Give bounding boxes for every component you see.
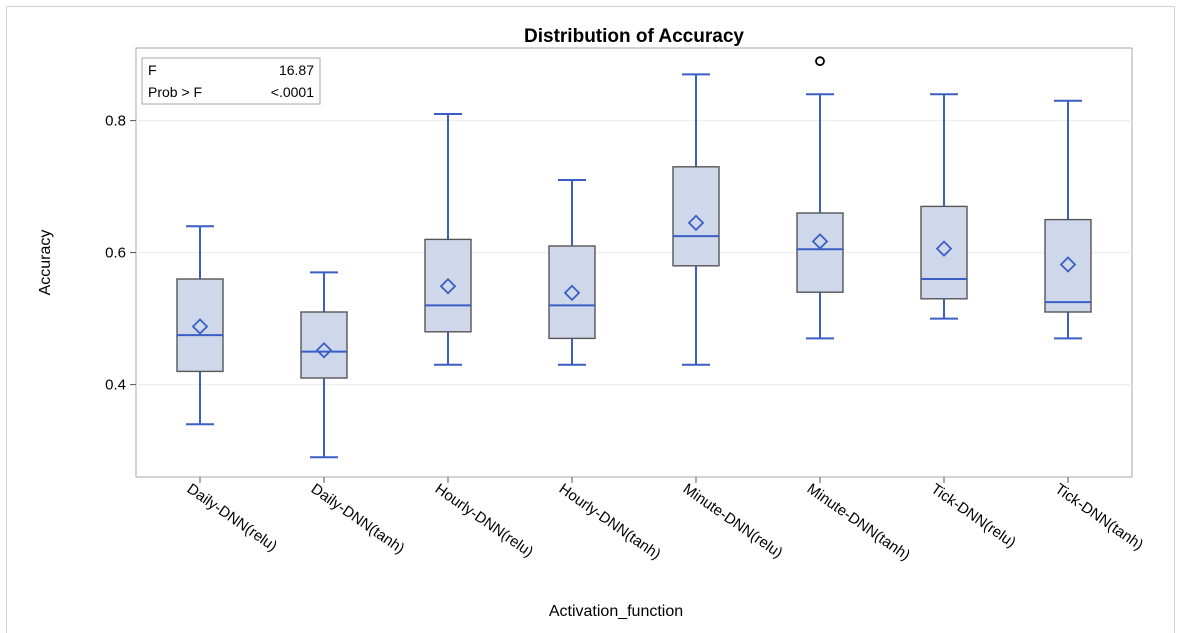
x-axis-ticks: Daily-DNN(relu) Daily-DNN(tanh) Hourly-DNN…	[184, 477, 1147, 564]
box-1	[176, 225, 224, 426]
box-8	[1044, 99, 1092, 340]
x-tick-label: Hourly-DNN(relu)	[432, 480, 537, 560]
x-tick-label: Daily-DNN(relu)	[184, 480, 280, 555]
mean-marker	[811, 233, 829, 250]
mean-marker	[439, 277, 457, 295]
mean-marker	[687, 214, 705, 232]
y-tick-label: 0.8	[105, 113, 126, 130]
y-axis-label: Accuracy	[37, 230, 54, 296]
inset-p-label: Prob > F	[148, 84, 202, 100]
mean-marker	[563, 284, 581, 302]
mean-marker	[191, 318, 209, 335]
box-5	[672, 73, 720, 366]
y-axis-ticks: 0.4 0.6 0.8	[105, 113, 136, 394]
gridlines	[136, 120, 1132, 386]
chart-frame	[6, 6, 1175, 633]
inset-f-label: F	[148, 62, 157, 78]
x-tick-label: Daily-DNN(tanh)	[308, 480, 408, 557]
chart-title: Distribution of Accuracy	[524, 26, 744, 47]
iqr-box	[796, 212, 844, 293]
inset-p-value: <.0001	[271, 84, 314, 100]
x-tick-label: Hourly-DNN(tanh)	[556, 480, 664, 563]
inset-box	[141, 57, 321, 105]
mean-marker	[1059, 256, 1077, 273]
iqr-box	[176, 278, 224, 373]
iqr-box	[548, 245, 596, 340]
outlier-point	[815, 56, 825, 67]
box-4	[548, 179, 596, 366]
mean-marker	[315, 342, 333, 359]
x-tick-label: Minute-DNN(relu)	[680, 480, 786, 561]
box-6	[796, 56, 844, 340]
anova-inset: F 16.87 Prob > F <.0001	[141, 57, 321, 105]
iqr-box	[424, 238, 472, 333]
box-2	[300, 271, 348, 459]
x-tick-label: Minute-DNN(tanh)	[804, 480, 913, 564]
iqr-box	[920, 205, 968, 300]
box-3	[424, 113, 472, 366]
box-7	[920, 93, 968, 320]
y-tick-label: 0.4	[105, 377, 126, 394]
x-tick-label: Tick-DNN(relu)	[928, 480, 1019, 551]
plot-area	[135, 47, 1133, 478]
y-tick-label: 0.6	[105, 245, 126, 262]
boxes-group	[176, 56, 1092, 459]
x-tick-label: Tick-DNN(tanh)	[1052, 480, 1147, 553]
iqr-box	[300, 311, 348, 379]
inset-f-value: 16.87	[279, 62, 314, 78]
mean-marker	[935, 240, 953, 257]
iqr-box	[1044, 218, 1092, 313]
x-axis-label: Activation_function	[549, 603, 683, 620]
